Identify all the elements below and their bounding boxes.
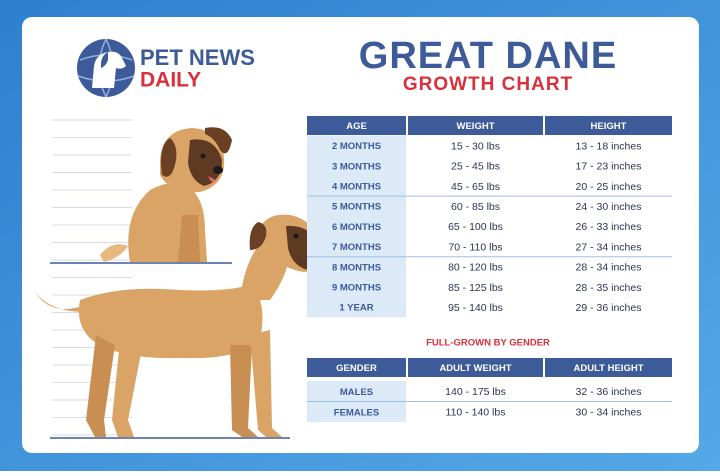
adult-dog-illustration [34, 214, 325, 437]
header-cell [307, 116, 406, 135]
header-cell [307, 358, 406, 377]
row-label: 4 MONTHS [332, 182, 381, 193]
cell-text: 24 - 30 inches [576, 201, 642, 213]
cell-text: 28 - 35 inches [576, 282, 642, 294]
row-label: 1 YEAR [339, 303, 373, 314]
logo: PET NEWS DAILY [77, 38, 255, 98]
logo-line1: PET NEWS [140, 45, 255, 70]
column-header: HEIGHT [591, 121, 627, 132]
row-label: 8 MONTHS [332, 262, 381, 273]
header-cell [408, 116, 543, 135]
column-header: GENDER [336, 363, 377, 374]
row-label: 7 MONTHS [332, 242, 381, 253]
gender-section-title: FULL-GROWN BY GENDER [426, 338, 550, 349]
cell-text: 20 - 25 inches [576, 181, 642, 193]
cell-text: 27 - 34 inches [576, 241, 642, 253]
row-label: 5 MONTHS [332, 202, 381, 213]
cell-text: 28 - 34 inches [576, 262, 642, 274]
header-cell [545, 116, 672, 135]
cell-text: 60 - 85 lbs [451, 201, 500, 213]
column-header: AGE [346, 121, 367, 132]
cell-text: 30 - 34 inches [576, 407, 642, 419]
column-header: ADULT WEIGHT [439, 363, 511, 374]
column-header: WEIGHT [457, 121, 495, 132]
row-label: FEMALES [334, 407, 379, 418]
cell-text: 25 - 45 lbs [451, 161, 500, 173]
cell-text: 17 - 23 inches [576, 161, 642, 173]
cell-text: 45 - 65 lbs [451, 181, 500, 193]
cell-text: 80 - 120 lbs [448, 262, 503, 274]
cell-text: 95 - 140 lbs [448, 302, 503, 314]
subtitle: GROWTH CHART [403, 74, 573, 95]
row-label: 3 MONTHS [332, 161, 381, 172]
cell-text: 110 - 140 lbs [446, 407, 506, 419]
cell-text: 32 - 36 inches [576, 386, 642, 398]
row-label: 2 MONTHS [332, 141, 381, 152]
cell-text: 13 - 18 inches [576, 140, 642, 152]
title: GREAT DANE [359, 35, 617, 77]
column-header: ADULT HEIGHT [573, 363, 643, 374]
row-label: MALES [340, 387, 373, 398]
puppy-illustration [100, 127, 232, 262]
logo-line2: DAILY [140, 69, 201, 92]
header-cell [408, 358, 543, 377]
row-label: 6 MONTHS [332, 222, 381, 233]
cell-text: 85 - 125 lbs [448, 282, 503, 294]
header-cell [545, 358, 672, 377]
cell-text: 29 - 36 inches [576, 302, 642, 314]
cell-text: 70 - 110 lbs [448, 241, 502, 253]
cell-text: 26 - 33 inches [576, 221, 642, 233]
cell-text: 65 - 100 lbs [448, 221, 503, 233]
row-label: 9 MONTHS [332, 283, 381, 294]
cell-text: 140 - 175 lbs [445, 386, 506, 398]
cell-text: 15 - 30 lbs [451, 140, 500, 152]
first-column-bg [307, 135, 406, 318]
